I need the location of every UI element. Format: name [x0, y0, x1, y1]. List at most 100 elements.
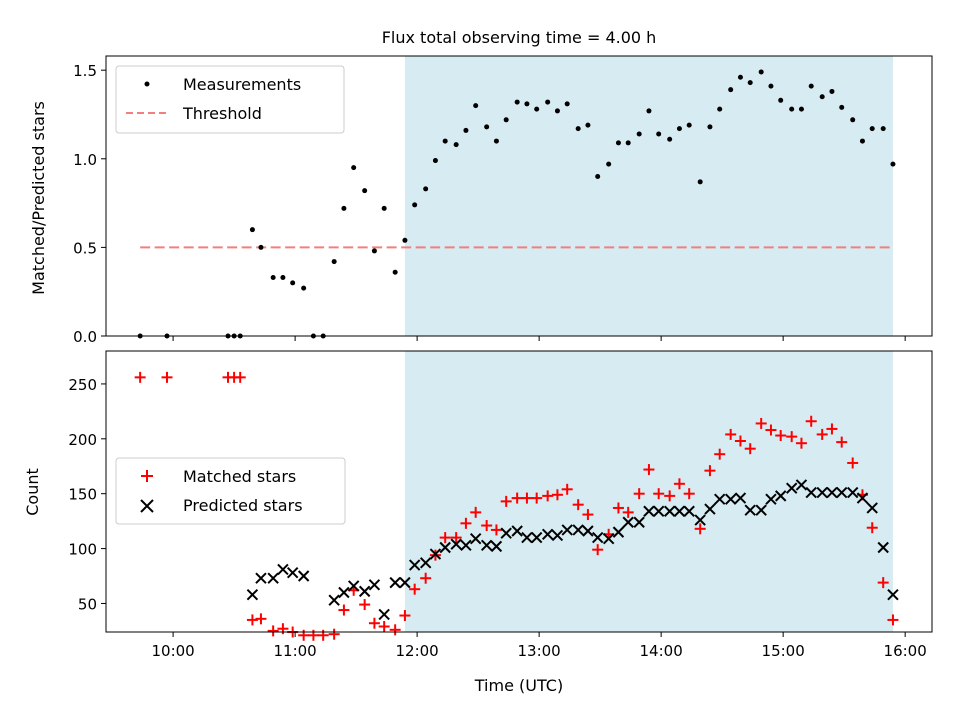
matched-star-point	[664, 490, 676, 502]
predicted-star-point	[541, 528, 554, 541]
predicted-star-point	[683, 505, 695, 517]
bottom-y-axis-ticks: 50 100 150 200 250	[68, 376, 106, 613]
x-tick-label: 12:00	[396, 642, 439, 660]
bottom-legend: Matched stars Predicted stars	[115, 457, 346, 525]
matched-star-point	[704, 465, 716, 477]
matched-star-point	[521, 492, 533, 504]
predicted-star-point	[500, 527, 512, 539]
measurement-point	[351, 165, 357, 171]
top-x-axis-ticks	[172, 336, 906, 341]
predicted-star-point	[795, 479, 808, 491]
measurement-point	[290, 280, 296, 286]
top-y-axis-ticks: 0.0 0.5 1.0 1.5	[73, 62, 106, 346]
matched-star-point	[744, 443, 756, 455]
measurement-point	[606, 161, 612, 167]
predicted-star-point	[713, 493, 726, 505]
predicted-star-point	[673, 505, 686, 517]
measurement-point	[758, 69, 764, 75]
predicted-star-point	[724, 493, 737, 505]
top-y-axis-label: Matched/Predicted stars	[29, 101, 48, 295]
matched-star-point	[866, 522, 878, 534]
top-legend: Measurements Threshold	[115, 65, 345, 134]
x-tick-label: 13:00	[518, 642, 561, 660]
matched-star-point	[582, 509, 594, 521]
matched-star-point	[775, 430, 787, 442]
matched-star-point	[622, 506, 634, 518]
measurement-point	[859, 138, 865, 144]
matched-star-point	[572, 499, 584, 511]
matched-star-point	[307, 629, 319, 641]
predicted-star-point	[450, 538, 462, 550]
matched-star-point	[134, 371, 146, 383]
predicted-star-point	[328, 594, 340, 606]
predicted-star-point	[399, 576, 411, 589]
bottom-axes-frame	[105, 350, 933, 633]
bottom-x-axis-ticks: 10:00 11:00 12:00 13:00 14:00 15:00 16:00	[151, 632, 927, 660]
top-legend-box	[115, 65, 345, 134]
predicted-star-point	[338, 586, 350, 599]
measurement-point	[473, 103, 479, 109]
predicted-star-point	[530, 531, 543, 544]
measurement-point	[524, 101, 530, 107]
predicted-star-point	[877, 541, 889, 554]
matched-star-point	[531, 492, 543, 504]
matched-star-point	[877, 577, 889, 589]
matched-star-point	[277, 623, 289, 635]
matched-star-point	[887, 614, 899, 626]
measurement-point	[850, 117, 856, 123]
predicted-star-point	[612, 526, 625, 538]
measurement-point	[737, 74, 743, 80]
matched-star-point	[592, 544, 604, 556]
predicted-stars-points	[246, 479, 899, 621]
measurement-point	[656, 131, 662, 137]
matched-star-point	[725, 428, 737, 440]
matched-legend-label: Matched stars	[183, 467, 296, 486]
top-y-tick-label: 1.5	[73, 62, 97, 80]
x-tick-label: 15:00	[762, 642, 805, 660]
x-tick-label: 10:00	[151, 642, 194, 660]
top-axes-frame	[105, 55, 933, 337]
measurement-point	[789, 106, 795, 112]
matched-star-point	[255, 613, 267, 625]
top-y-tick-label: 0.5	[73, 239, 97, 257]
matched-star-point	[551, 489, 563, 501]
measurement-point	[554, 108, 560, 114]
measurement-point	[249, 227, 255, 233]
measurements-legend-marker	[144, 81, 150, 87]
matched-star-point	[267, 625, 279, 637]
predicted-star-point	[460, 539, 472, 551]
measurement-point	[503, 117, 509, 123]
predicted-star-point	[246, 588, 259, 601]
measurement-point	[819, 94, 825, 100]
x-axis-label: Time (UTC)	[474, 676, 563, 695]
predicted-star-point	[887, 588, 899, 601]
matched-star-point	[694, 523, 706, 535]
predicted-star-point	[856, 492, 869, 504]
predicted-star-point	[866, 502, 878, 514]
measurement-point	[615, 140, 621, 146]
predicted-star-point	[267, 572, 279, 584]
matched-star-point	[378, 621, 390, 633]
predicted-star-point	[490, 540, 503, 553]
predicted-star-point	[419, 557, 432, 569]
predicted-star-point	[561, 524, 573, 536]
measurement-point	[728, 87, 734, 93]
matched-star-point	[328, 628, 340, 640]
bottom-legend-box	[115, 457, 346, 525]
measurements-legend-label: Measurements	[183, 75, 301, 94]
measurement-point	[423, 186, 429, 192]
measurement-point	[839, 104, 845, 110]
matched-star-point	[755, 417, 767, 429]
predicted-legend-marker	[140, 499, 154, 513]
predicted-star-point	[694, 514, 706, 526]
measurement-point	[392, 269, 398, 275]
matched-star-point	[765, 424, 777, 436]
predicted-star-point	[633, 516, 645, 528]
predicted-star-point	[429, 548, 442, 560]
measurement-point	[778, 97, 784, 103]
measurement-point	[890, 161, 896, 167]
threshold-legend-label: Threshold	[182, 104, 262, 123]
predicted-star-point	[480, 539, 493, 551]
matched-star-point	[786, 431, 798, 443]
